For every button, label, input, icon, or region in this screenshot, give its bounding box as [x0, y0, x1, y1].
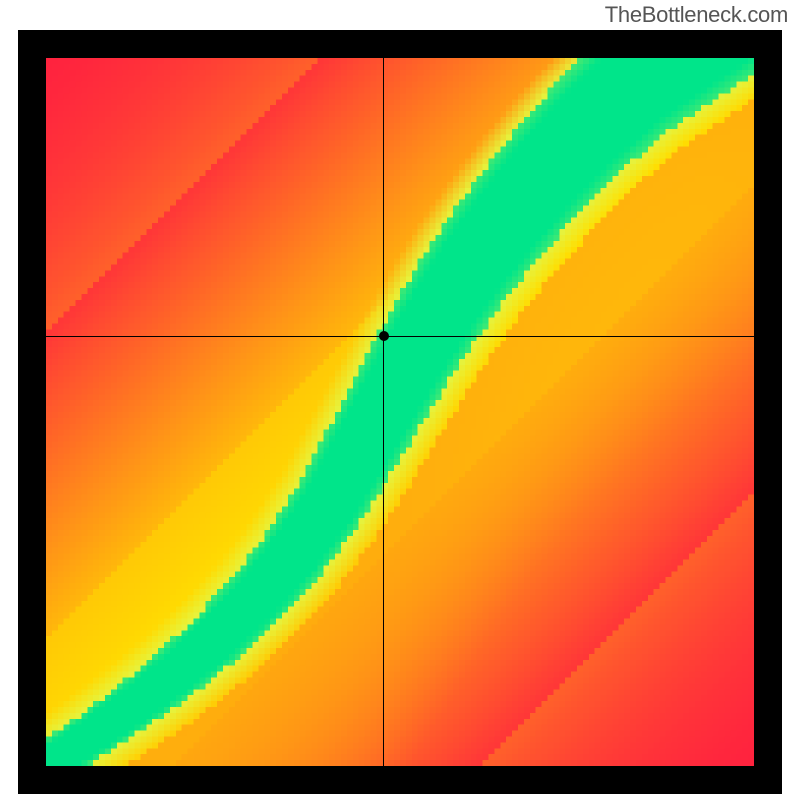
- crosshair-dot: [379, 331, 389, 341]
- attribution-text: TheBottleneck.com: [605, 2, 788, 28]
- crosshair-horizontal: [46, 336, 754, 337]
- heatmap-canvas: [46, 58, 754, 766]
- chart-container: TheBottleneck.com: [0, 0, 800, 800]
- crosshair-vertical: [383, 58, 384, 766]
